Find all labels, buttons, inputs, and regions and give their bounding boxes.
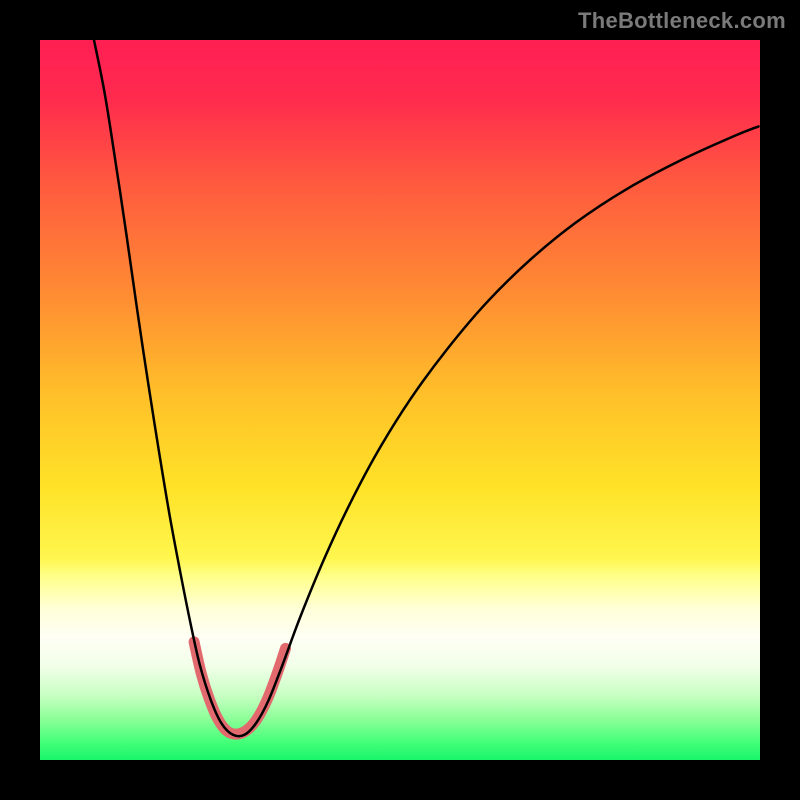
watermark-text: TheBottleneck.com <box>578 8 786 34</box>
chart-canvas: TheBottleneck.com <box>0 0 800 800</box>
bottleneck-curve-chart <box>0 0 800 800</box>
gradient-background <box>40 40 760 760</box>
